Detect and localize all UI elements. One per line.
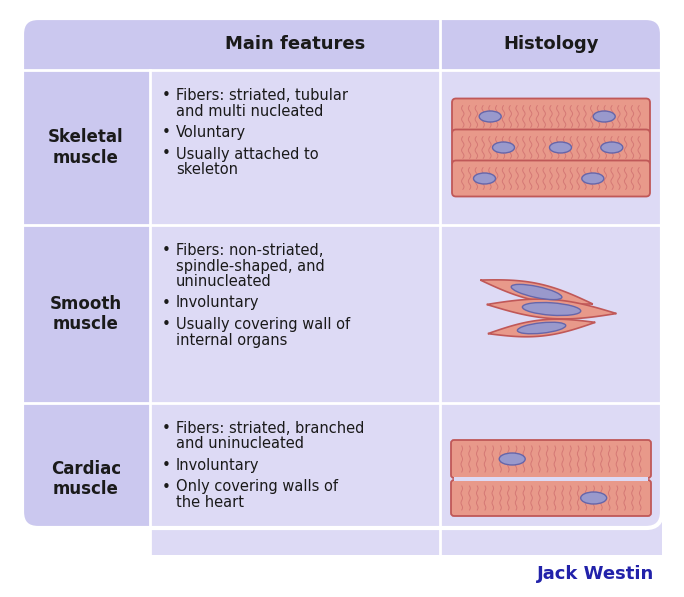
Text: Skeletal
muscle: Skeletal muscle xyxy=(48,128,124,167)
Text: skeleton: skeleton xyxy=(176,162,238,177)
Ellipse shape xyxy=(517,322,566,334)
FancyBboxPatch shape xyxy=(440,70,662,225)
Text: •: • xyxy=(162,243,171,258)
Text: and multi nucleated: and multi nucleated xyxy=(176,103,324,118)
Text: Histology: Histology xyxy=(503,35,598,53)
Text: Main features: Main features xyxy=(225,35,365,53)
Text: the heart: the heart xyxy=(176,495,244,510)
FancyBboxPatch shape xyxy=(452,130,650,165)
Text: Involuntary: Involuntary xyxy=(176,458,259,473)
FancyBboxPatch shape xyxy=(452,99,650,134)
Text: uninucleated: uninucleated xyxy=(176,274,272,289)
Polygon shape xyxy=(480,280,593,304)
Text: Cardiac
muscle: Cardiac muscle xyxy=(51,460,121,498)
FancyBboxPatch shape xyxy=(22,18,662,528)
Ellipse shape xyxy=(492,142,514,153)
Ellipse shape xyxy=(601,142,623,153)
Ellipse shape xyxy=(549,142,572,153)
FancyBboxPatch shape xyxy=(452,161,650,196)
FancyBboxPatch shape xyxy=(454,477,648,481)
Ellipse shape xyxy=(581,492,607,504)
Text: Usually attached to: Usually attached to xyxy=(176,146,319,162)
Text: Fibers: striated, tubular: Fibers: striated, tubular xyxy=(176,88,348,103)
FancyBboxPatch shape xyxy=(150,225,440,403)
FancyBboxPatch shape xyxy=(451,480,651,516)
Text: •: • xyxy=(162,296,171,310)
FancyBboxPatch shape xyxy=(150,70,440,225)
Ellipse shape xyxy=(473,173,495,184)
Text: •: • xyxy=(162,125,171,140)
Text: Usually covering wall of: Usually covering wall of xyxy=(176,317,350,332)
Ellipse shape xyxy=(593,111,615,122)
Text: Voluntary: Voluntary xyxy=(176,125,246,140)
Ellipse shape xyxy=(479,111,501,122)
Text: spindle-shaped, and: spindle-shaped, and xyxy=(176,259,325,273)
Text: •: • xyxy=(162,317,171,332)
Text: •: • xyxy=(162,458,171,473)
Text: Involuntary: Involuntary xyxy=(176,296,259,310)
Text: Only covering walls of: Only covering walls of xyxy=(176,479,338,494)
Text: internal organs: internal organs xyxy=(176,333,287,347)
Text: Fibers: non-striated,: Fibers: non-striated, xyxy=(176,243,324,258)
Text: Smooth
muscle: Smooth muscle xyxy=(50,294,122,333)
Ellipse shape xyxy=(582,173,604,184)
Ellipse shape xyxy=(499,453,525,465)
Ellipse shape xyxy=(523,303,581,315)
Text: •: • xyxy=(162,479,171,494)
Text: •: • xyxy=(162,146,171,162)
Text: Jack Westin: Jack Westin xyxy=(537,565,654,583)
Polygon shape xyxy=(488,319,595,337)
Text: and uninucleated: and uninucleated xyxy=(176,436,304,451)
FancyBboxPatch shape xyxy=(440,225,662,403)
Text: •: • xyxy=(162,421,171,436)
Ellipse shape xyxy=(511,284,562,300)
FancyBboxPatch shape xyxy=(451,440,651,478)
Text: •: • xyxy=(162,88,171,103)
Polygon shape xyxy=(487,299,616,319)
FancyBboxPatch shape xyxy=(150,403,440,555)
Text: Fibers: striated, branched: Fibers: striated, branched xyxy=(176,421,365,436)
FancyBboxPatch shape xyxy=(440,403,662,555)
